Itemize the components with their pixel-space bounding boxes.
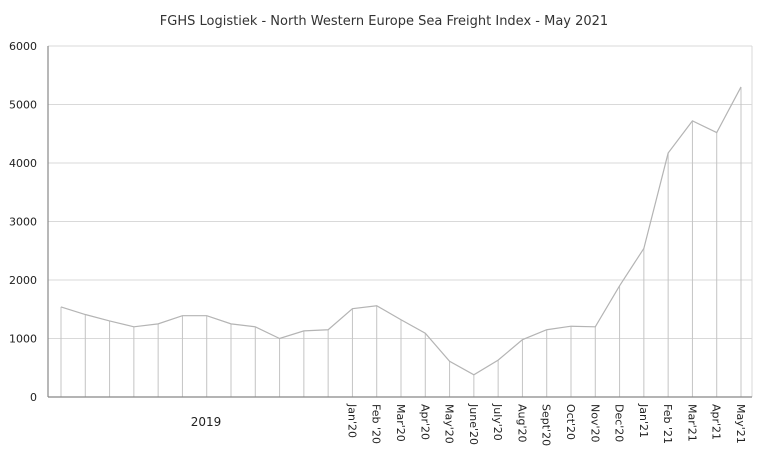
x-tick-label: Jan'21 <box>637 403 650 438</box>
y-tick-label: 0 <box>30 391 37 404</box>
x-tick-label: Feb '20 <box>370 404 383 444</box>
y-tick-label: 5000 <box>9 99 37 112</box>
group-label-2019: 2019 <box>191 415 222 429</box>
x-tick-label: Feb '21 <box>661 404 674 444</box>
series-line <box>60 86 742 376</box>
x-tick-label: Dec'20 <box>613 404 626 442</box>
x-tick-label: May'21 <box>734 404 747 444</box>
x-tick-label: Apr'21 <box>710 404 723 440</box>
x-tick-label: Sept'20 <box>540 404 553 446</box>
x-tick-label: Aug'20 <box>515 404 528 443</box>
x-tick-label: June'20 <box>467 403 480 445</box>
x-tick-label: July'20 <box>491 403 504 441</box>
x-tick-label: Jan'20 <box>345 403 358 438</box>
y-tick-label: 3000 <box>9 216 37 229</box>
y-tick-label: 6000 <box>9 40 37 53</box>
x-tick-label: Apr'20 <box>418 404 431 440</box>
x-tick-label: May'20 <box>443 404 456 444</box>
x-tick-label: Nov'20 <box>588 404 601 443</box>
chart-title: FGHS Logistiek - North Western Europe Se… <box>160 14 608 29</box>
x-tick-label: Mar'20 <box>394 404 407 442</box>
x-tick-label: Mar'21 <box>685 404 698 442</box>
x-tick-label: Oct'20 <box>564 404 577 440</box>
y-tick-label: 2000 <box>9 274 37 287</box>
y-tick-label: 4000 <box>9 157 37 170</box>
y-tick-label: 1000 <box>9 333 37 346</box>
